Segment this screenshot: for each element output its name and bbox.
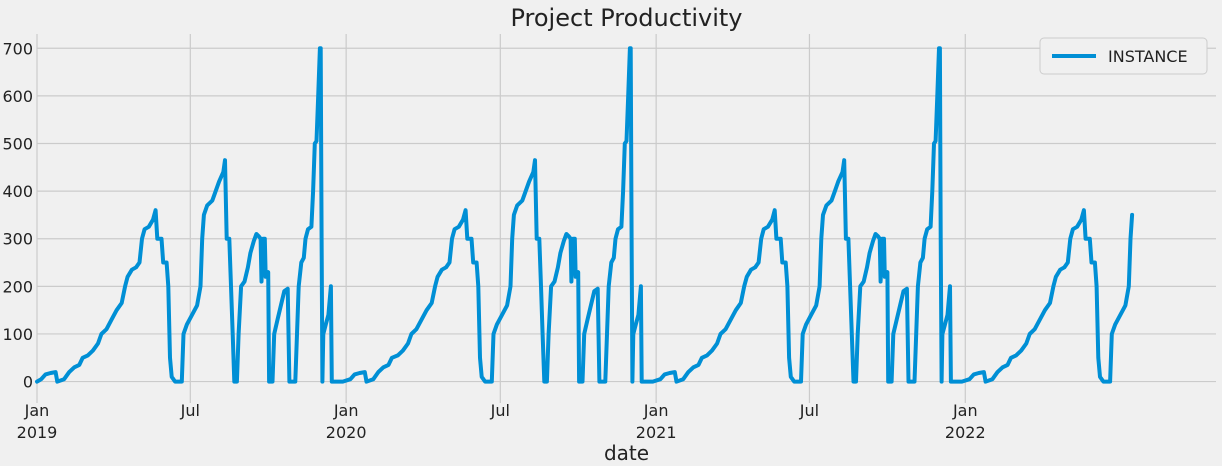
y-tick-label: 100: [2, 325, 33, 344]
x-tick-year-label: 2021: [636, 423, 677, 442]
legend: INSTANCE: [1039, 37, 1208, 75]
legend-box: [1039, 37, 1208, 75]
x-tick-label: Jan: [952, 401, 978, 420]
y-tick-label: 700: [2, 39, 33, 58]
chart-title: Project Productivity: [510, 4, 742, 32]
y-tick-label: 400: [2, 182, 33, 201]
x-tick-year-label: 2022: [945, 423, 986, 442]
x-tick-label: Jan: [333, 401, 359, 420]
y-tick-label: 600: [2, 87, 33, 106]
x-tick-label: Jan: [643, 401, 669, 420]
x-tick-label: Jul: [180, 401, 200, 420]
y-tick-label: 300: [2, 230, 33, 249]
x-tick-label: Jan: [24, 401, 50, 420]
legend-label: INSTANCE: [1108, 47, 1188, 66]
x-tick-year-label: 2019: [17, 423, 58, 442]
x-tick-label: Jul: [799, 401, 819, 420]
y-tick-label: 200: [2, 277, 33, 296]
x-axis-ticks: Jan 2019 Jul Jan 2020 Jul Jan 2021 Jul Jan 2022: [17, 401, 986, 442]
y-axis-ticks: 0 100 200 300 400 500 600 700: [2, 39, 33, 391]
y-tick-label: 500: [2, 135, 33, 154]
grid: [36, 34, 1216, 403]
series-line-instance: [35, 46, 1135, 384]
y-tick-label: 0: [23, 373, 33, 392]
x-axis-label: date: [604, 441, 649, 465]
x-tick-label: Jul: [490, 401, 510, 420]
x-tick-year-label: 2020: [326, 423, 367, 442]
